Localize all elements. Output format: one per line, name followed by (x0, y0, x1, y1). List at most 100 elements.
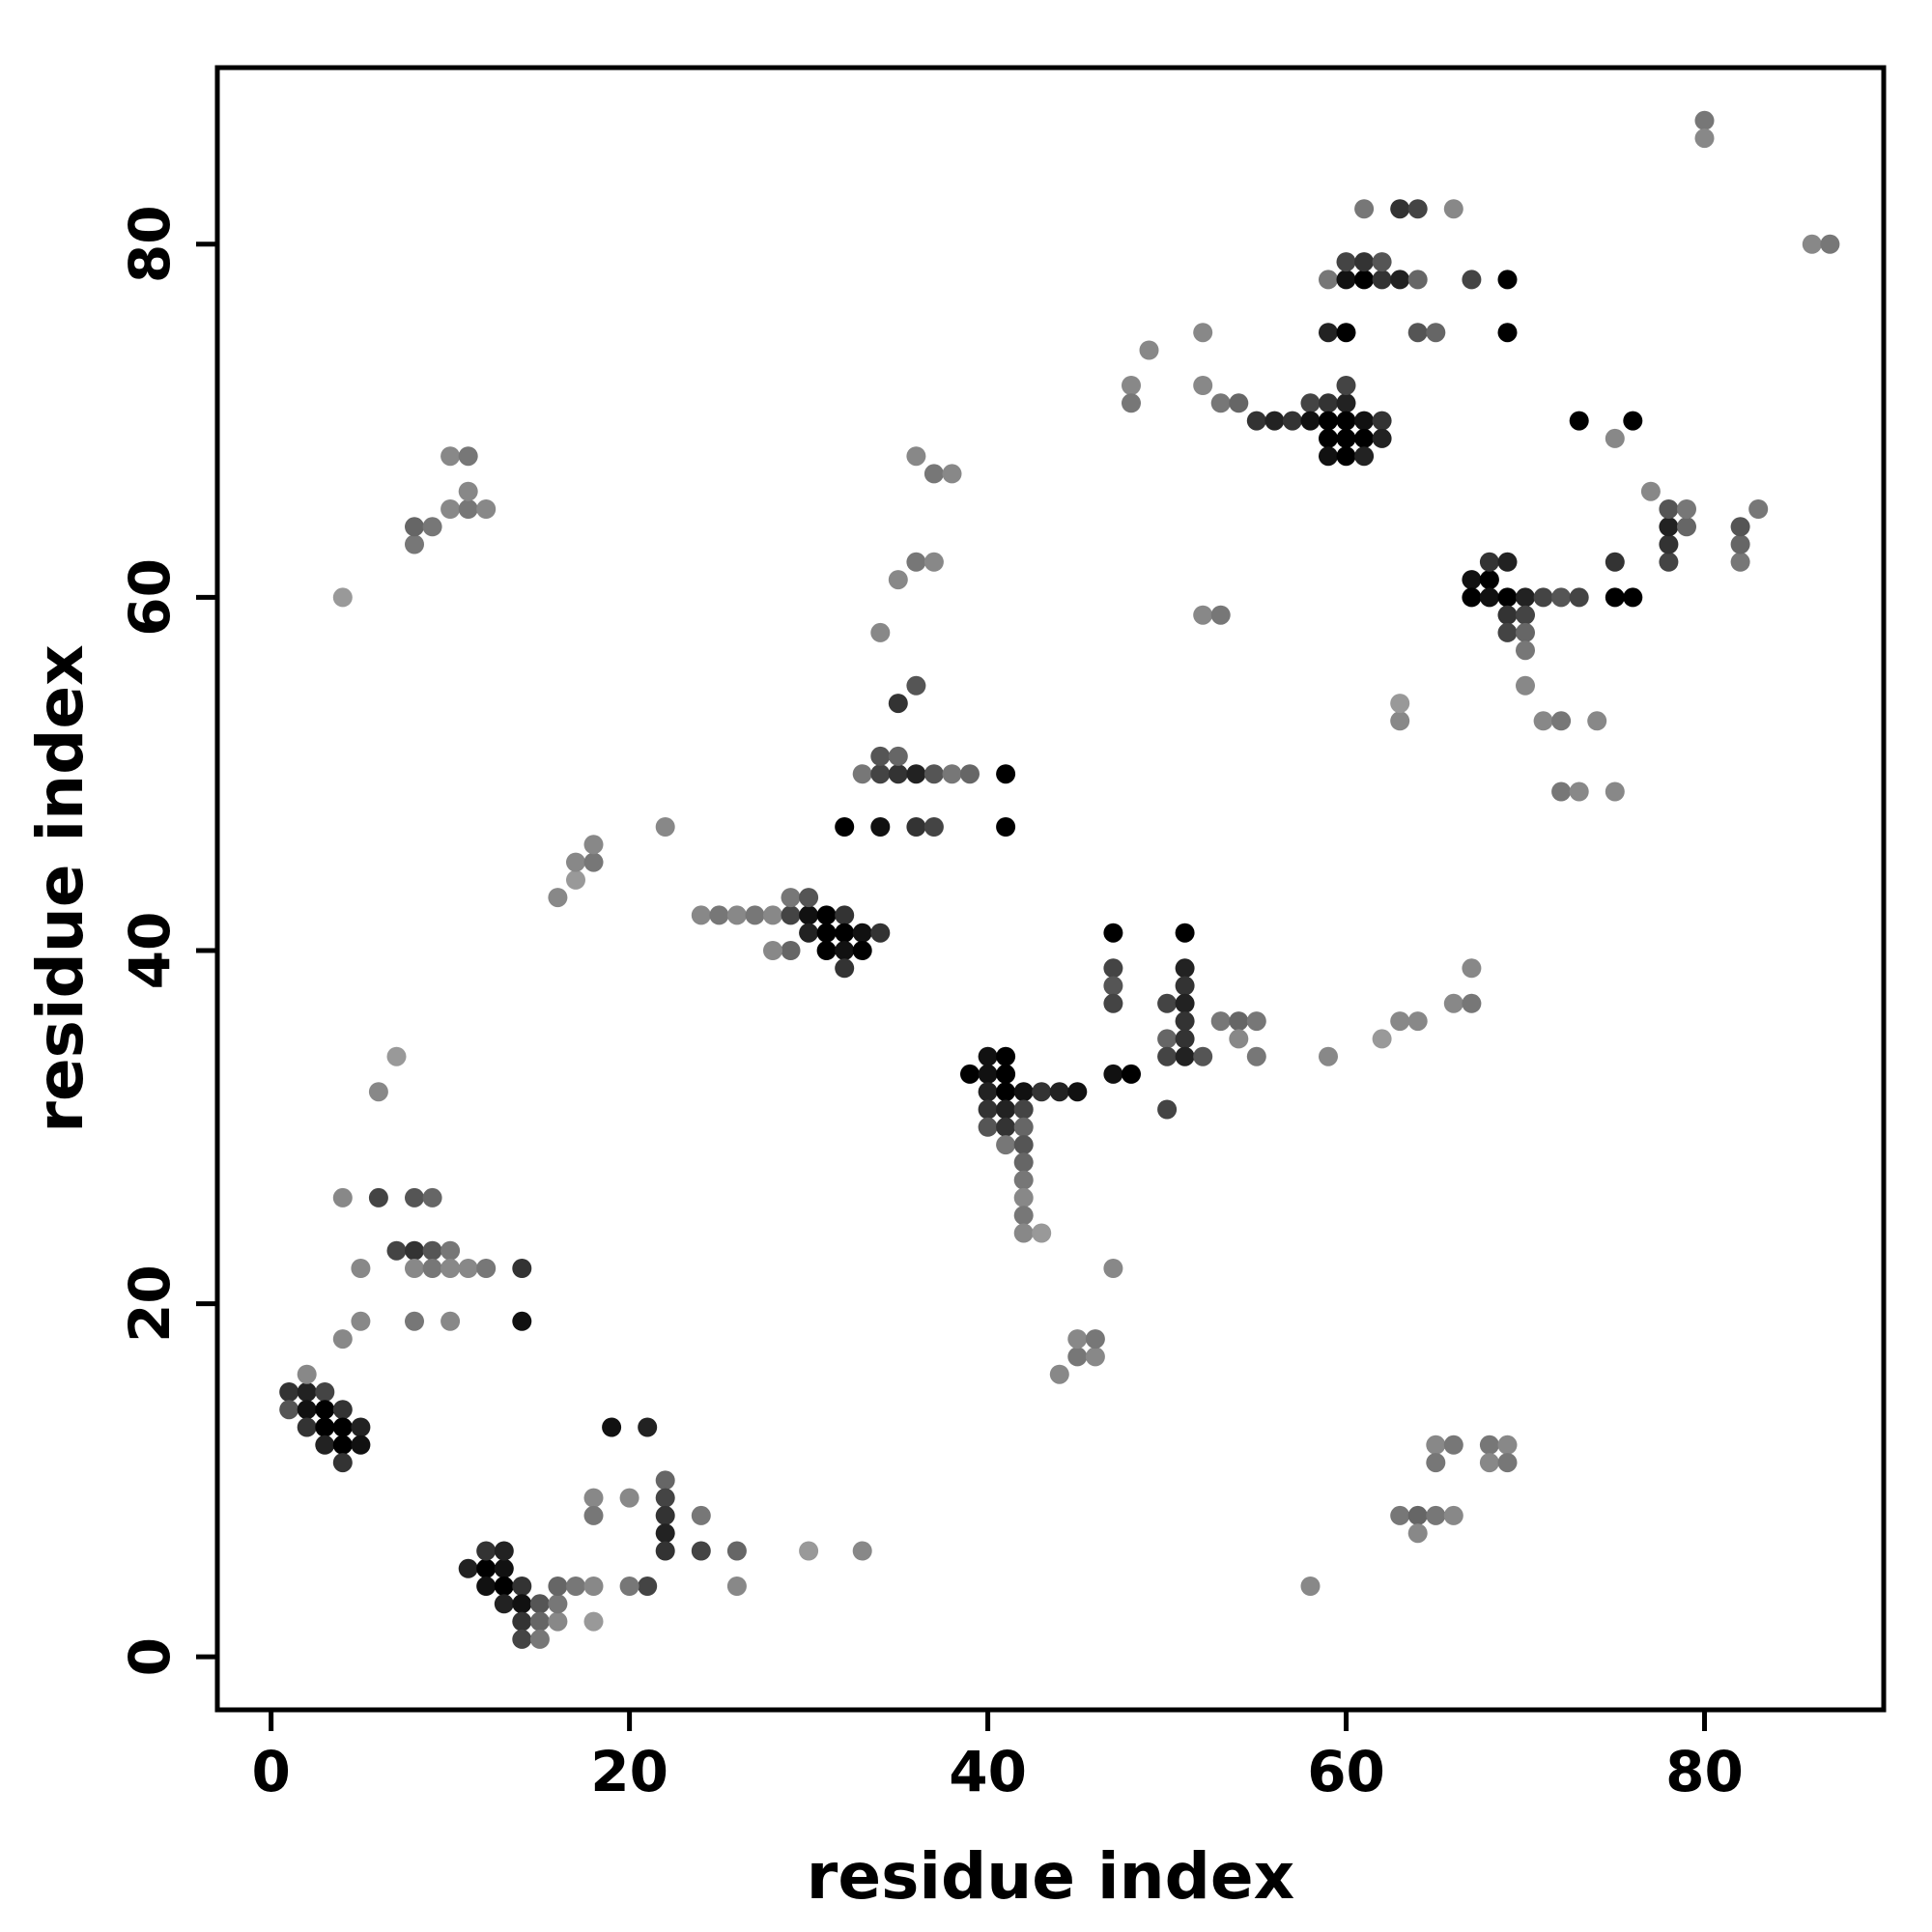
data-point (1390, 1011, 1410, 1032)
data-point (996, 1117, 1016, 1137)
data-point (1175, 1011, 1195, 1032)
data-point (996, 764, 1016, 784)
data-point (1659, 534, 1679, 554)
data-point (1426, 1505, 1446, 1525)
data-point (923, 764, 944, 784)
data-point (332, 1187, 353, 1208)
data-point (440, 1240, 461, 1261)
data-point (476, 1558, 497, 1578)
data-point (942, 764, 962, 784)
points-layer (279, 110, 1840, 1649)
data-point (1193, 323, 1213, 343)
data-point (852, 941, 872, 960)
data-point (852, 1541, 872, 1561)
data-point (529, 1611, 550, 1632)
data-point (458, 1558, 478, 1578)
data-point (440, 1259, 461, 1278)
data-point (996, 1135, 1016, 1155)
data-point (1085, 1329, 1105, 1350)
data-point (458, 481, 478, 501)
data-point (315, 1417, 335, 1437)
data-point (1497, 270, 1518, 290)
y-tick-label: 60 (117, 558, 183, 637)
y-tick-label: 0 (117, 1637, 183, 1676)
data-point (1605, 781, 1625, 802)
data-point (781, 888, 801, 908)
data-point (1319, 446, 1338, 467)
data-point (763, 905, 782, 925)
data-point (476, 499, 497, 519)
data-point (709, 905, 729, 925)
data-point (835, 817, 855, 837)
data-point (405, 1240, 424, 1261)
data-point (1372, 252, 1392, 272)
data-point (440, 446, 461, 467)
data-point (638, 1417, 658, 1437)
data-point (1013, 1223, 1034, 1243)
data-point (978, 1099, 998, 1120)
data-point (1300, 393, 1321, 413)
data-point (494, 1558, 514, 1578)
data-point (1497, 605, 1518, 625)
data-point (781, 941, 801, 960)
data-point (1372, 270, 1392, 290)
data-point (1551, 711, 1572, 731)
data-point (548, 1611, 568, 1632)
data-point (1122, 393, 1141, 413)
data-point (566, 1577, 585, 1596)
data-point (655, 1470, 675, 1491)
data-point (1103, 1259, 1123, 1278)
data-point (870, 764, 891, 784)
data-point (1407, 1505, 1428, 1525)
data-point (726, 905, 747, 925)
data-point (619, 1488, 639, 1508)
data-point (548, 1577, 568, 1596)
data-point (923, 817, 944, 837)
data-point (835, 905, 855, 925)
data-point (422, 1259, 442, 1278)
data-point (852, 923, 872, 943)
data-point (476, 1541, 497, 1561)
data-point (1605, 552, 1625, 572)
data-point (1032, 1223, 1052, 1243)
data-point (1659, 517, 1679, 537)
data-point (1390, 1505, 1410, 1525)
data-point (1067, 1082, 1088, 1102)
data-point (1157, 1046, 1178, 1066)
data-point (1175, 993, 1195, 1013)
data-point (1067, 1347, 1088, 1367)
data-point (1013, 1187, 1034, 1208)
data-point (888, 694, 908, 714)
data-point (1229, 1029, 1249, 1049)
data-point (1497, 1435, 1518, 1455)
data-point (566, 852, 585, 872)
data-point (960, 764, 980, 784)
data-point (1122, 376, 1141, 395)
data-point (1605, 428, 1625, 448)
data-point (996, 1046, 1016, 1066)
data-point (351, 1259, 371, 1278)
data-point (835, 923, 855, 943)
data-point (996, 1099, 1016, 1120)
data-point (368, 1082, 388, 1102)
data-point (1103, 1064, 1123, 1084)
data-point (619, 1577, 639, 1596)
data-point (1479, 1435, 1499, 1455)
data-point (978, 1064, 998, 1084)
y-tick-label: 80 (117, 205, 183, 283)
data-point (870, 622, 891, 642)
data-point (1426, 1453, 1446, 1473)
data-point (494, 1541, 514, 1561)
data-point (512, 1577, 532, 1596)
data-point (1193, 605, 1213, 625)
data-point (512, 1311, 532, 1331)
data-point (1479, 552, 1499, 572)
data-point (870, 923, 891, 943)
data-point (1587, 711, 1607, 731)
data-point (297, 1400, 317, 1420)
data-point (906, 552, 926, 572)
data-point (1372, 411, 1392, 431)
data-point (781, 905, 801, 925)
data-point (1210, 1011, 1231, 1032)
y-tick-label: 20 (117, 1264, 183, 1343)
